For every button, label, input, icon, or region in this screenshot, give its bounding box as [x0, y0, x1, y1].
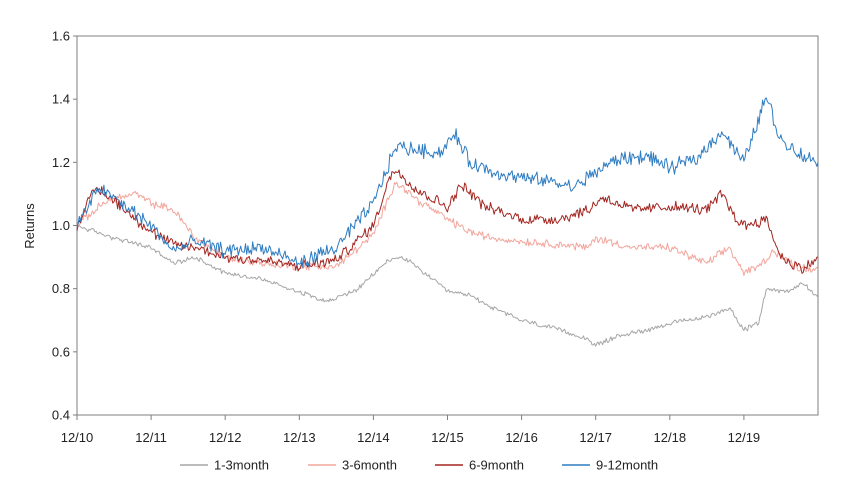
y-tick-label: 1.2 — [52, 155, 70, 170]
x-tick-label: 12/14 — [357, 430, 390, 445]
legend-label: 3-6month — [342, 458, 397, 473]
y-tick-label: 1.0 — [52, 218, 70, 233]
legend-label: 1-3month — [214, 458, 269, 473]
x-tick-label: 12/12 — [209, 430, 242, 445]
x-tick-label: 12/16 — [505, 430, 538, 445]
y-tick-label: 1.6 — [52, 29, 70, 44]
x-tick-label: 12/19 — [728, 430, 761, 445]
legend: 1-3month 3-6month 6-9month 9-12month — [180, 458, 658, 473]
series-line-6-9month — [76, 169, 819, 274]
y-axis: 0.4 0.6 0.8 1.0 1.2 1.4 1.6 — [52, 29, 77, 423]
y-tick-label: 1.4 — [52, 92, 70, 107]
x-axis: 12/10 12/11 12/12 12/13 12/14 12/15 12/16 12/17… — [61, 415, 760, 445]
legend-label: 6-9month — [469, 458, 524, 473]
y-tick-label: 0.6 — [52, 344, 70, 359]
x-tick-label: 12/11 — [135, 430, 167, 445]
x-tick-label: 12/13 — [283, 430, 316, 445]
y-tick-label: 0.8 — [52, 281, 70, 296]
x-tick-label: 12/18 — [654, 430, 687, 445]
series-line-1-3month — [76, 223, 819, 347]
x-tick-label: 12/15 — [431, 430, 464, 445]
plot-area — [76, 35, 819, 416]
series-line-9-12month — [76, 97, 819, 268]
y-tick-label: 0.4 — [52, 408, 70, 423]
x-tick-label: 12/10 — [61, 430, 94, 445]
x-tick-label: 12/17 — [579, 430, 612, 445]
series-line-3-6month — [76, 181, 819, 276]
y-axis-title: Returns — [22, 203, 37, 249]
legend-label: 9-12month — [596, 458, 658, 473]
series-layer — [76, 97, 819, 347]
